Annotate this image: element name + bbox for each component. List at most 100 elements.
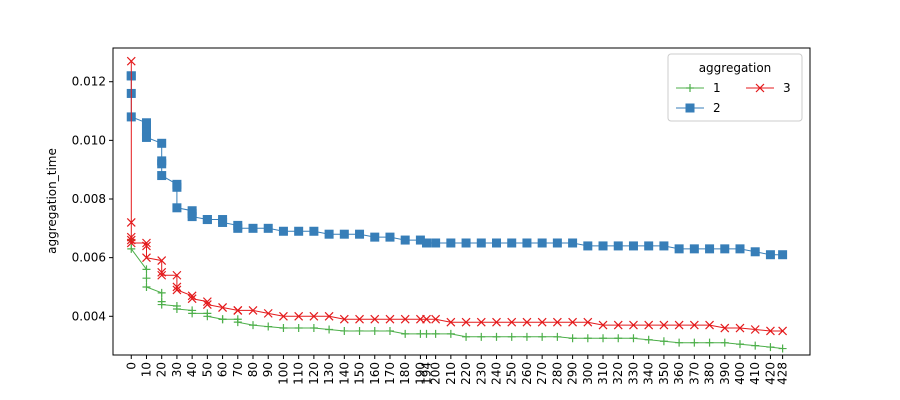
data-point — [142, 265, 151, 274]
x-tick-label: 90 — [261, 362, 275, 377]
x-tick-label: 0 — [124, 362, 138, 370]
x-tick-label: 400 — [733, 362, 747, 385]
data-point — [705, 320, 714, 330]
data-point — [492, 238, 502, 248]
x-tick-label: 170 — [383, 362, 397, 385]
x-tick-label: 210 — [444, 362, 458, 385]
data-point — [355, 326, 364, 335]
data-point — [309, 226, 319, 236]
data-point — [279, 311, 288, 321]
x-tick-label: 350 — [657, 362, 671, 385]
x-tick-label: 290 — [566, 362, 580, 385]
data-point — [735, 244, 745, 254]
data-point — [263, 308, 273, 318]
x-tick-label: 30 — [170, 362, 184, 377]
data-point — [644, 241, 654, 251]
data-point — [157, 300, 166, 309]
x-tick-label: 380 — [703, 362, 717, 385]
y-axis-label: aggregation_time — [45, 148, 59, 254]
data-point — [766, 343, 775, 352]
x-tick-label: 100 — [276, 362, 290, 385]
data-point — [385, 326, 394, 335]
data-point — [522, 238, 532, 248]
data-point — [644, 320, 654, 330]
data-point — [202, 297, 212, 307]
data-point — [629, 334, 638, 343]
data-point — [355, 314, 364, 324]
data-point — [628, 241, 638, 251]
x-tick-label: 40 — [185, 362, 199, 377]
data-point — [218, 315, 227, 324]
x-tick-label: 194 — [419, 362, 433, 385]
data-point — [537, 238, 547, 248]
data-point — [568, 317, 578, 327]
legend-label: 3 — [783, 81, 791, 95]
data-point — [659, 241, 669, 251]
data-point — [659, 337, 668, 346]
x-tick-label: 270 — [535, 362, 549, 385]
data-point — [583, 334, 592, 343]
data-point — [476, 238, 486, 248]
data-point — [689, 320, 699, 330]
legend-marker — [685, 103, 695, 113]
data-point — [172, 270, 182, 280]
legend-marker — [686, 84, 694, 92]
x-tick-label: 250 — [505, 362, 519, 385]
data-point — [735, 340, 744, 349]
data-point — [422, 314, 431, 324]
data-point — [278, 226, 288, 236]
data-point — [446, 329, 455, 338]
data-point — [492, 332, 501, 341]
data-point — [188, 309, 197, 318]
data-point — [507, 332, 516, 341]
y-tick-label: 0.004 — [72, 309, 106, 323]
y-tick-label: 0.006 — [72, 251, 106, 265]
data-point — [370, 232, 380, 242]
x-tick-label: 110 — [292, 362, 306, 385]
data-point — [613, 320, 623, 330]
data-point — [157, 270, 167, 280]
data-point — [614, 334, 623, 343]
x-tick-label: 240 — [490, 362, 504, 385]
data-point — [477, 332, 486, 341]
data-point — [233, 223, 243, 233]
data-point — [720, 338, 729, 347]
data-point — [172, 182, 182, 192]
data-point — [492, 317, 501, 327]
x-tick-label: 80 — [246, 362, 260, 377]
data-point — [431, 238, 441, 248]
x-tick-label: 340 — [642, 362, 656, 385]
x-tick-label: 370 — [687, 362, 701, 385]
x-tick-label: 160 — [368, 362, 382, 385]
legend: aggregation 1 2 3 — [667, 53, 803, 122]
x-tick-label: 190 — [413, 362, 427, 385]
data-point — [172, 285, 182, 295]
data-point — [157, 159, 167, 169]
data-point — [659, 320, 669, 330]
legend-label: 2 — [713, 101, 721, 115]
data-point — [126, 56, 136, 66]
data-point — [248, 306, 258, 315]
data-point — [172, 203, 182, 213]
data-point — [476, 317, 486, 327]
data-point — [218, 217, 228, 227]
x-tick-label: 230 — [474, 362, 488, 385]
data-point — [446, 317, 456, 327]
legend-title: aggregation — [699, 61, 772, 75]
data-point — [431, 329, 440, 338]
data-point — [552, 317, 562, 327]
data-point — [720, 244, 730, 254]
data-point — [142, 274, 151, 283]
data-point — [778, 326, 788, 336]
data-point — [142, 238, 151, 248]
legend-entry: 1 — [676, 81, 721, 95]
data-point — [279, 324, 288, 333]
data-point — [370, 326, 379, 335]
data-point — [324, 229, 334, 239]
data-point — [157, 267, 167, 277]
data-point — [522, 317, 532, 327]
x-tick-label: 390 — [718, 362, 732, 385]
data-point — [157, 256, 167, 266]
data-point — [583, 317, 593, 327]
legend-marker — [755, 83, 765, 93]
